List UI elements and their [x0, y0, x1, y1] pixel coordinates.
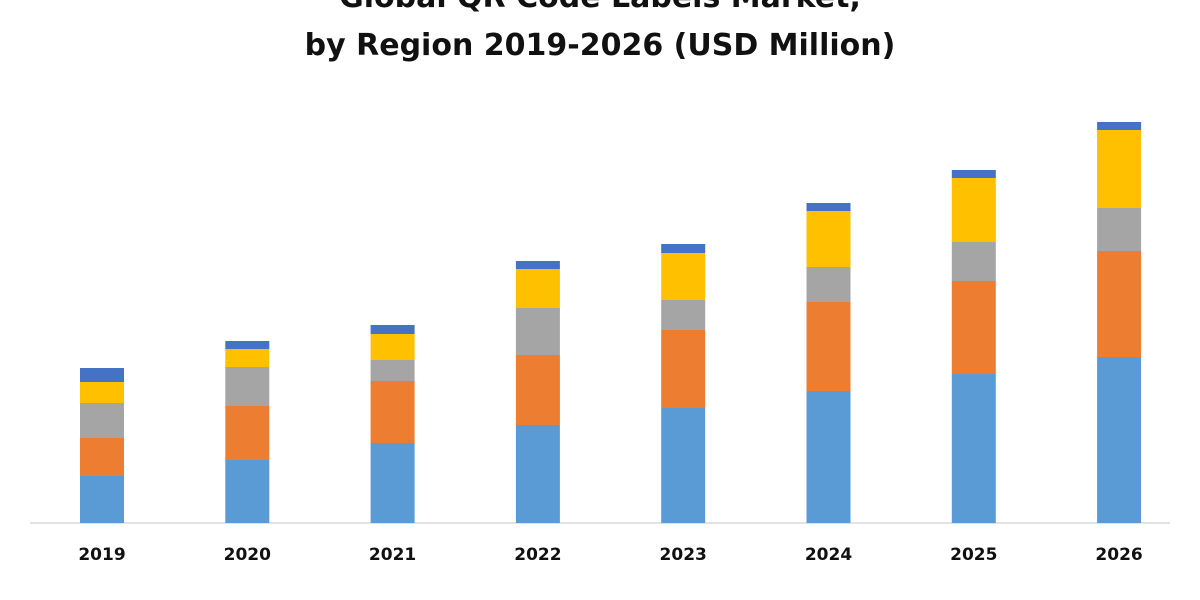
chart-title-line-1: Global QR Code Labels Market,: [0, 0, 1200, 15]
bar-segment-2025-s3: [951, 242, 996, 281]
bar-segment-2022-s3: [515, 308, 560, 355]
bar-segment-2026-s1: [1097, 357, 1142, 523]
bar-segment-2020-s4: [225, 349, 270, 367]
bar-segment-2019-s3: [80, 403, 124, 438]
chart-title-line-2: by Region 2019-2026 (USD Million): [304, 28, 896, 63]
bar-segment-2024-s5: [806, 203, 851, 211]
bar-segment-2020-s3: [225, 367, 270, 406]
bar-segment-2019-s1: [80, 476, 124, 523]
bar-segment-2025-s4: [951, 178, 996, 242]
bar-segment-2026-s5: [1097, 122, 1142, 130]
bar-segment-2022-s4: [515, 269, 560, 308]
bar-segment-2021-s4: [370, 334, 415, 360]
bar-segment-2026-s3: [1097, 208, 1142, 251]
bar-segment-2021-s5: [370, 325, 415, 334]
bar-segment-2020-s5: [225, 341, 270, 349]
x-tick-label-2022: 2022: [514, 545, 561, 565]
x-tick-label-2024: 2024: [805, 545, 852, 565]
bar-segment-2023-s4: [661, 253, 706, 300]
bar-segment-2023-s2: [661, 330, 706, 408]
bar-segment-2025-s5: [951, 170, 996, 178]
x-tick-label-2021: 2021: [369, 545, 416, 565]
bar-segment-2022-s5: [515, 261, 560, 269]
x-tick-label-2019: 2019: [78, 545, 125, 565]
x-tick-labels: 2019 2020 2021 2022 2023 2024 2025 2026: [78, 545, 1142, 565]
x-tick-label-2023: 2023: [660, 545, 707, 565]
bar-segment-2021-s2: [370, 381, 415, 443]
x-tick-label-2020: 2020: [224, 545, 271, 565]
bar-segment-2020-s1: [225, 460, 270, 523]
bar-segment-2025-s2: [951, 281, 996, 374]
bar-segment-2026-s2: [1097, 251, 1142, 357]
bar-segment-2019-s4: [80, 382, 124, 403]
bar-segment-2019-s5: [80, 368, 124, 382]
bar-segment-2024-s2: [806, 302, 851, 391]
bar-segment-2024-s3: [806, 267, 851, 302]
bar-segment-2025-s1: [951, 374, 996, 523]
bar-segment-2023-s3: [661, 300, 706, 330]
bar-segment-2023-s1: [661, 408, 706, 523]
bar-segment-2022-s2: [515, 355, 560, 425]
bar-segment-2019-s2: [80, 438, 124, 476]
bar-segment-2024-s4: [806, 211, 851, 267]
bar-segment-2026-s4: [1097, 130, 1142, 208]
bar-segment-2023-s5: [661, 244, 706, 253]
bar-segment-2021-s3: [370, 360, 415, 381]
bar-segment-2022-s1: [515, 425, 560, 523]
x-tick-label-2025: 2025: [950, 545, 997, 565]
x-tick-label-2026: 2026: [1095, 545, 1142, 565]
bar-segment-2021-s1: [370, 443, 415, 523]
bar-segment-2020-s2: [225, 406, 270, 460]
bar-segment-2024-s1: [806, 391, 851, 523]
bar-group: [80, 122, 1142, 523]
